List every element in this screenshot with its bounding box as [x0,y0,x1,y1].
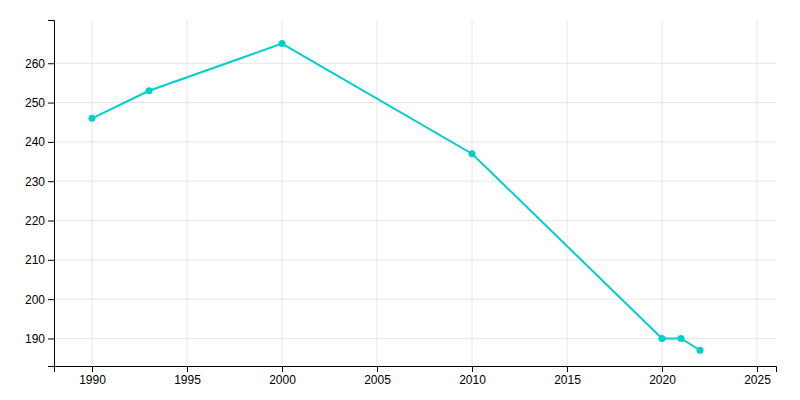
y-tick-mark [48,260,54,261]
x-tick-mark [662,366,663,372]
y-tick: 200 [25,292,54,306]
y-tick-label: 190 [25,332,45,346]
y-grid-line [54,102,776,103]
y-tick-label: 220 [25,214,45,228]
y-tick-label: 230 [25,175,45,189]
y-tick-mark [48,63,54,64]
y-tick-mark [48,338,54,339]
x-tick-label: 2015 [554,373,581,387]
y-tick: 250 [25,96,54,110]
point [469,150,476,157]
x-grid-line [472,20,473,366]
y-tick-mark [48,181,54,182]
y-tick-label: 260 [25,57,45,71]
x-grid-line [757,20,758,366]
series [89,40,704,354]
point [678,335,685,342]
x-axis-line [55,367,777,373]
y-grid-line [54,259,776,260]
y-grid-line [54,63,776,64]
y-tick-label: 240 [25,135,45,149]
x-grid-line [92,20,93,366]
x-tick-mark [92,366,93,372]
x-tick: 2025 [744,366,771,387]
y-axis: 190 200 210 220 230 240 250 260 [25,21,55,367]
x-tick: 2020 [649,366,676,387]
y-tick-label: 210 [25,253,45,267]
y-tick-label: 200 [25,292,45,306]
point [279,40,286,47]
y-tick-mark [48,142,54,143]
y-tick: 190 [25,332,54,346]
point [146,87,153,94]
x-tick-label: 1990 [79,373,106,387]
x-tick: 2010 [459,366,486,387]
x-grid-line [377,20,378,366]
x-tick-label: 2010 [459,373,486,387]
grid [54,20,776,366]
y-grid-line [54,181,776,182]
y-tick: 230 [25,175,54,189]
x-tick: 1990 [79,366,106,387]
y-tick: 240 [25,135,54,149]
y-tick: 210 [25,253,54,267]
x-tick-mark [187,366,188,372]
x-grid-line [187,20,188,366]
x-tick-mark [472,366,473,372]
x-tick-mark [282,366,283,372]
y-tick-mark [48,103,54,104]
x-tick: 2015 [554,366,581,387]
x-tick-label: 2005 [364,373,391,387]
y-axis-line [48,21,55,367]
point [89,115,96,122]
y-tick: 260 [25,57,54,71]
x-axis: 1990 1995 2000 2005 2010 2015 2020 2025 [55,366,777,387]
y-grid-line [54,220,776,221]
point [697,347,704,354]
x-grid-line [282,20,283,366]
y-tick: 220 [25,214,54,228]
y-tick-mark [48,299,54,300]
x-tick: 2000 [269,366,296,387]
point [659,335,666,342]
y-tick-mark [48,221,54,222]
x-tick-label: 1995 [174,373,201,387]
x-grid-line [662,20,663,366]
y-tick-label: 250 [25,96,45,110]
x-tick-mark [567,366,568,372]
x-grid-line [567,20,568,366]
x-tick: 1995 [174,366,201,387]
x-tick-label: 2000 [269,373,296,387]
chart: 1990 1995 2000 2005 2010 2015 2020 2025 190 200 21… [0,0,800,400]
y-grid-line [54,141,776,142]
line [92,44,700,351]
x-tick-mark [377,366,378,372]
x-tick-mark [757,366,758,372]
plot: 1990 1995 2000 2005 2010 2015 2020 2025 190 200 21… [25,20,777,387]
y-grid-line [54,299,776,300]
x-tick-label: 2020 [649,373,676,387]
x-tick: 2005 [364,366,391,387]
x-tick-label: 2025 [744,373,771,387]
